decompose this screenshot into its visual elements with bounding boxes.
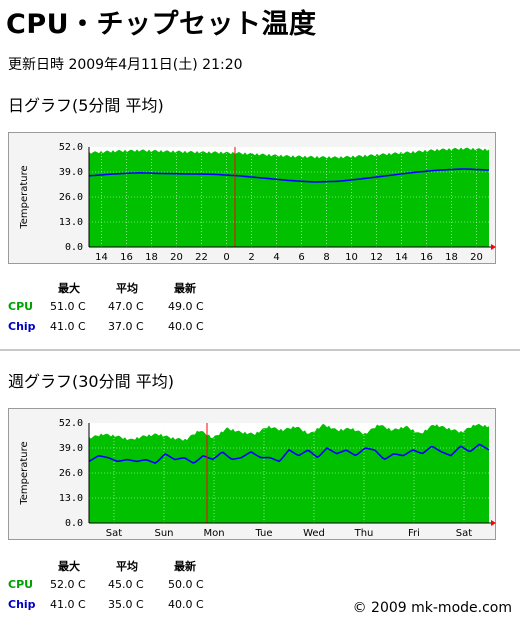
y-tick-label: 39.0: [59, 443, 83, 454]
header-max: 最大: [58, 560, 80, 573]
x-tick-label: 6: [298, 252, 304, 263]
cpu-max: 51.0 C: [50, 300, 86, 313]
x-tick-label: Mon: [203, 528, 224, 539]
x-tick-label: Sat: [106, 528, 122, 539]
x-tick-label: Wed: [303, 528, 325, 539]
header-latest: 最新: [174, 282, 196, 295]
x-tick-label: 14: [95, 252, 108, 263]
x-tick-label: 18: [145, 252, 158, 263]
week-graph: 52.0 39.0 26.0 13.0 0.0 Sat Sun Mon Tue Wed Thu Fri…: [8, 408, 496, 540]
x-tick-label: 16: [420, 252, 433, 263]
chip-max: 41.0 C: [50, 320, 86, 333]
x-tick-label: 10: [345, 252, 358, 263]
chip-label: Chip: [8, 320, 36, 333]
x-tick-label: 22: [195, 252, 208, 263]
x-tick-label: Thu: [354, 528, 374, 539]
x-axis-arrow-icon: [491, 520, 496, 526]
y-axis-label: Temperature: [19, 165, 30, 229]
cpu-latest: 49.0 C: [168, 300, 204, 313]
header-max: 最大: [58, 282, 80, 295]
section-divider: [0, 349, 520, 351]
x-tick-label: 20: [170, 252, 183, 263]
chip-line: [88, 443, 490, 464]
y-tick-label: 13.0: [59, 493, 83, 504]
x-tick-label: 20: [470, 252, 483, 263]
chip-latest: 40.0 C: [168, 598, 204, 611]
y-tick-label: 52.0: [59, 418, 83, 429]
cpu-avg: 47.0 C: [108, 300, 144, 313]
y-tick-label: 26.0: [59, 192, 83, 203]
header-avg: 平均: [116, 282, 138, 295]
cpu-label: CPU: [8, 300, 34, 313]
chip-max: 41.0 C: [50, 598, 86, 611]
y-axis-label: Temperature: [19, 441, 30, 505]
chip-label: Chip: [8, 598, 36, 611]
cpu-label: CPU: [8, 578, 34, 591]
week-graph-svg: 52.0 39.0 26.0 13.0 0.0 Sat Sun Mon Tue Wed Thu Fri…: [19, 418, 496, 539]
x-tick-label: 4: [273, 252, 279, 263]
x-tick-label: 16: [120, 252, 133, 263]
y-tick-label: 39.0: [59, 167, 83, 178]
cpu-max: 52.0 C: [50, 578, 86, 591]
day-graph: 52.0 39.0 26.0 13.0 0.0 14 16 18 20 22 0 2 4 6 8 10 12 14…: [8, 132, 496, 264]
day-graph-heading: 日グラフ(5分間 平均): [8, 96, 164, 115]
week-graph-heading: 週グラフ(30分間 平均): [8, 372, 174, 391]
x-axis-arrow-icon: [491, 244, 496, 250]
y-tick-label: 13.0: [59, 217, 83, 228]
x-tick-label: 18: [445, 252, 458, 263]
cpu-area: [89, 423, 489, 523]
cpu-avg: 45.0 C: [108, 578, 144, 591]
copyright: © 2009 mk-mode.com: [352, 600, 512, 616]
header-avg: 平均: [116, 560, 138, 573]
day-stats-table: 最大 平均 最新 CPU 51.0 C 47.0 C 49.0 C Chip 4…: [8, 280, 308, 340]
y-tick-label: 52.0: [59, 142, 83, 153]
chip-latest: 40.0 C: [168, 320, 204, 333]
y-tick-label: 26.0: [59, 468, 83, 479]
cpu-latest: 50.0 C: [168, 578, 204, 591]
x-tick-label: Sat: [456, 528, 472, 539]
update-timestamp: 更新日時 2009年4月11日(土) 21:20: [8, 57, 243, 73]
y-tick-label: 0.0: [65, 242, 83, 253]
x-tick-label: Sun: [154, 528, 173, 539]
day-graph-svg: 52.0 39.0 26.0 13.0 0.0 14 16 18 20 22 0 2 4 6 8 10 12 14…: [19, 142, 496, 263]
x-tick-label: 14: [395, 252, 408, 263]
x-tick-label: 8: [323, 252, 329, 263]
week-stats-table: 最大 平均 最新 CPU 52.0 C 45.0 C 50.0 C Chip 4…: [8, 558, 308, 618]
x-tick-label: Fri: [408, 528, 420, 539]
chip-avg: 37.0 C: [108, 320, 144, 333]
x-tick-label: 12: [370, 252, 383, 263]
chip-avg: 35.0 C: [108, 598, 144, 611]
x-tick-label: 2: [248, 252, 254, 263]
x-tick-label: 0: [223, 252, 229, 263]
chip-line: [88, 168, 490, 183]
header-latest: 最新: [174, 560, 196, 573]
page-title: CPU・チップセット温度: [6, 9, 317, 40]
y-tick-label: 0.0: [65, 518, 83, 529]
x-tick-label: Tue: [254, 528, 272, 539]
